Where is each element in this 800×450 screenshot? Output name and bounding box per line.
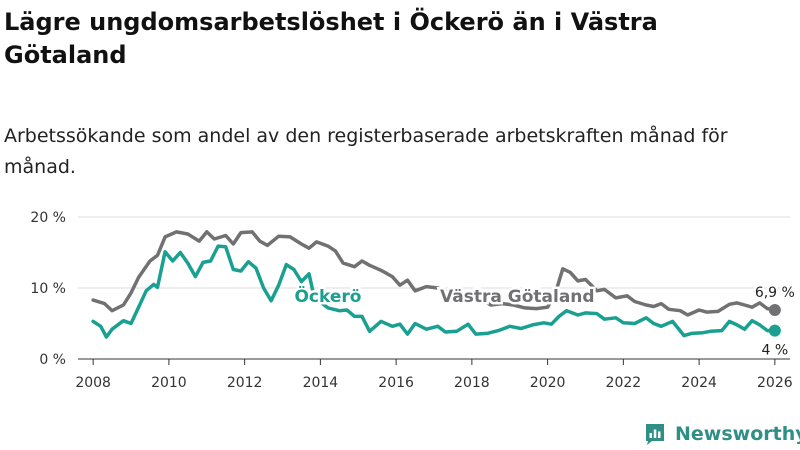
y-tick-label: 20 %: [30, 210, 66, 226]
series-line-vastra-gotaland: [91, 230, 777, 317]
end-point-ockero: [768, 324, 781, 337]
series-line-ockero: [91, 244, 777, 339]
x-tick-label: 2014: [303, 375, 339, 391]
brand-name: Newsworthy: [675, 423, 800, 445]
x-tick-label: 2020: [530, 375, 566, 391]
series-label-vastra-gotaland: Västra Götaland: [440, 287, 595, 307]
x-tick-label: 2024: [681, 375, 717, 391]
x-tick-label: 2012: [227, 375, 263, 391]
newsworthy-logo-icon: [646, 424, 664, 445]
end-value-label-vastra-gotaland: 6,9 %: [755, 285, 795, 301]
x-tick-label: 2018: [454, 375, 490, 391]
x-tick-label: 2010: [151, 375, 187, 391]
end-point-vastra-gotaland: [768, 304, 781, 317]
chart-subtitle: Arbetssökande som andel av den registerb…: [4, 125, 728, 178]
x-tick-label: 2022: [606, 375, 642, 391]
end-value-label-ockero: 4 %: [762, 343, 789, 359]
chart-title: Lägre ungdomsarbetslöshet i Öckerö än i …: [4, 8, 658, 69]
series-label-ockero: Öckerö: [294, 285, 361, 307]
y-tick-label: 0 %: [39, 352, 66, 368]
x-tick-label: 2008: [75, 375, 111, 391]
x-tick-label: 2026: [757, 375, 793, 391]
y-tick-label: 10 %: [30, 281, 66, 297]
x-tick-label: 2016: [378, 375, 414, 391]
brand-logo: Newsworthy: [643, 420, 800, 448]
